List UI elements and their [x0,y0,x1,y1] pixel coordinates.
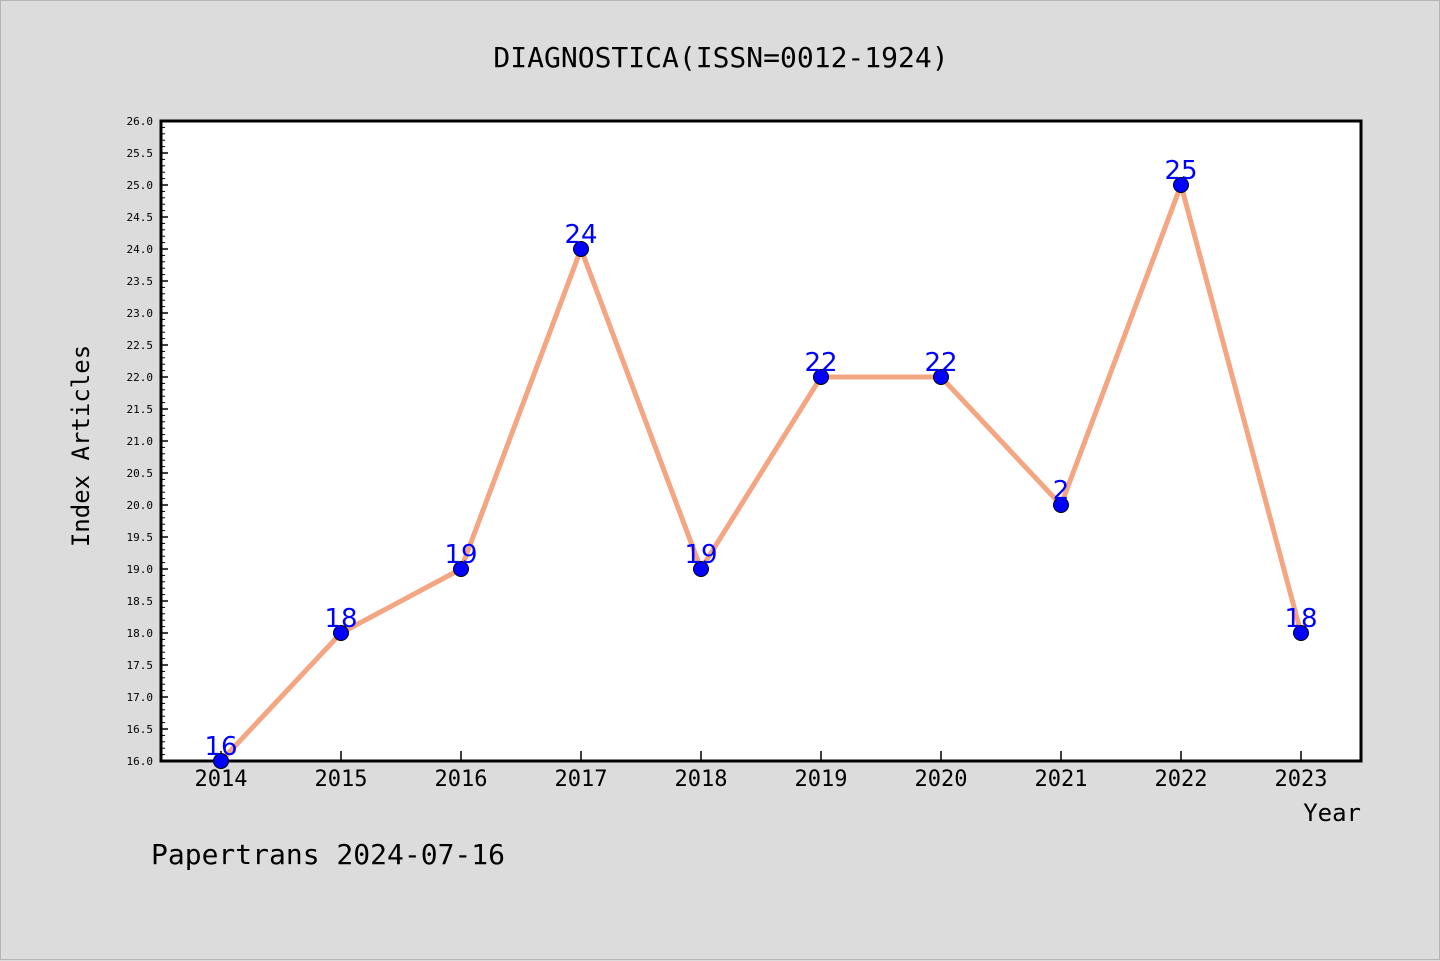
y-tick-label: 19.0 [127,563,154,576]
data-label: 22 [804,348,837,378]
data-label: 2 [1053,476,1070,506]
x-tick-label: 2020 [915,767,968,792]
footer-text: Papertrans 2024-07-16 [151,838,505,871]
y-tick-label: 17.5 [127,659,154,672]
data-point [1293,625,1309,641]
y-tick-label: 16.5 [127,723,154,736]
y-tick-label: 20.0 [127,499,154,512]
y-tick-label: 22.0 [127,371,154,384]
data-label: 24 [564,220,597,250]
data-label: 18 [324,604,357,634]
series-line [219,182,1304,763]
data-label: 25 [1164,156,1197,186]
y-tick-label: 18.5 [127,595,154,608]
y-tick-label: 16.0 [127,755,154,768]
data-label: 16 [204,732,237,762]
x-axis: 2014 2015 2016 2017 2018 2019 2020 2021 2022 2023 [195,751,1328,792]
data-point [573,241,589,257]
data-label: 22 [924,348,957,378]
y-tick-label: 21.5 [127,403,154,416]
y-tick-label: 21.0 [127,435,154,448]
x-tick-label: 2016 [435,767,488,792]
x-tick-label: 2014 [195,767,248,792]
data-point [1053,497,1069,513]
y-tick-label: 25.0 [127,179,154,192]
data-point [213,753,229,769]
x-tick-label: 2023 [1275,767,1328,792]
plot-area [159,119,1363,763]
data-point [333,625,349,641]
data-point [693,561,709,577]
y-tick-label: 20.5 [127,467,154,480]
data-point [933,369,949,385]
y-axis: 16.0 16.5 17.0 17.5 18.0 18.5 19.0 19.5 20.0 20.5… [127,115,168,768]
x-axis-title: Year [1303,799,1361,827]
y-tick-label: 19.5 [127,531,154,544]
x-tick-label: 2021 [1035,767,1088,792]
x-tick-label: 2017 [555,767,608,792]
data-point [453,561,469,577]
x-tick-label: 2018 [675,767,728,792]
y-tick-label: 24.5 [127,211,154,224]
y-tick-label: 23.5 [127,275,154,288]
y-axis-title: Index Articles [67,345,95,547]
chart-title: DIAGNOSTICA(ISSN=0012-1924) [493,41,948,74]
y-tick-label: 22.5 [127,339,154,352]
x-tick-label: 2022 [1155,767,1208,792]
data-point [1173,177,1189,193]
data-label: 18 [1284,604,1317,634]
x-tick-label: 2019 [795,767,848,792]
data-label: 19 [684,540,717,570]
y-tick-label: 18.0 [127,627,154,640]
data-label: 19 [444,540,477,570]
y-tick-label: 23.0 [127,307,154,320]
x-tick-label: 2015 [315,767,368,792]
y-tick-label: 26.0 [127,115,154,128]
y-tick-label: 17.0 [127,691,154,704]
y-tick-label: 24.0 [127,243,154,256]
y-tick-label: 25.5 [127,147,154,160]
data-markers [213,177,1309,769]
data-point [813,369,829,385]
